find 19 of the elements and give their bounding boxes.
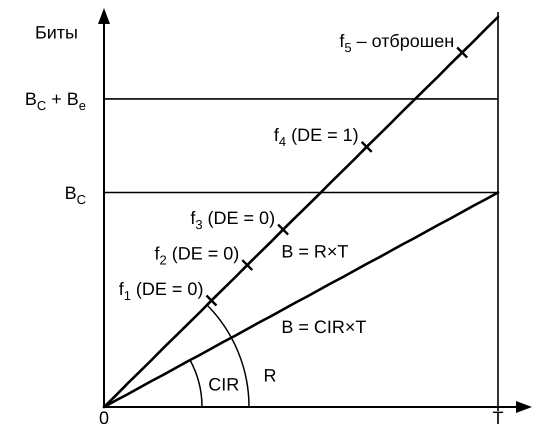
annotation: f$_{4}$ (DE = 1) (274, 125, 359, 150)
point (276, 223, 290, 236)
y-axis-title: Биты (34, 22, 78, 42)
annotation: f$_{3}$ (DE = 0) (190, 208, 276, 232)
point (205, 294, 218, 307)
series-label: B = R×T (281, 242, 348, 262)
annotation: CIR (208, 374, 240, 394)
point (241, 258, 254, 272)
series-label: B = CIR×T (281, 317, 366, 338)
point (360, 140, 373, 154)
annotation: f$_{5}$ – отброшен (339, 30, 454, 56)
point (456, 46, 468, 59)
ref-line-label: B$_{C}$ + B$_{e}$ (24, 89, 86, 114)
x-tick-label: 0 (98, 408, 110, 428)
annotation: f$_{1}$ (DE = 0) (118, 278, 204, 304)
annotation: f$_{2}$ (DE = 0) (154, 243, 240, 268)
x-tick-label: T (492, 408, 504, 428)
ref-line-label: B$_{C}$ (64, 182, 86, 208)
annotation: R (263, 365, 276, 386)
